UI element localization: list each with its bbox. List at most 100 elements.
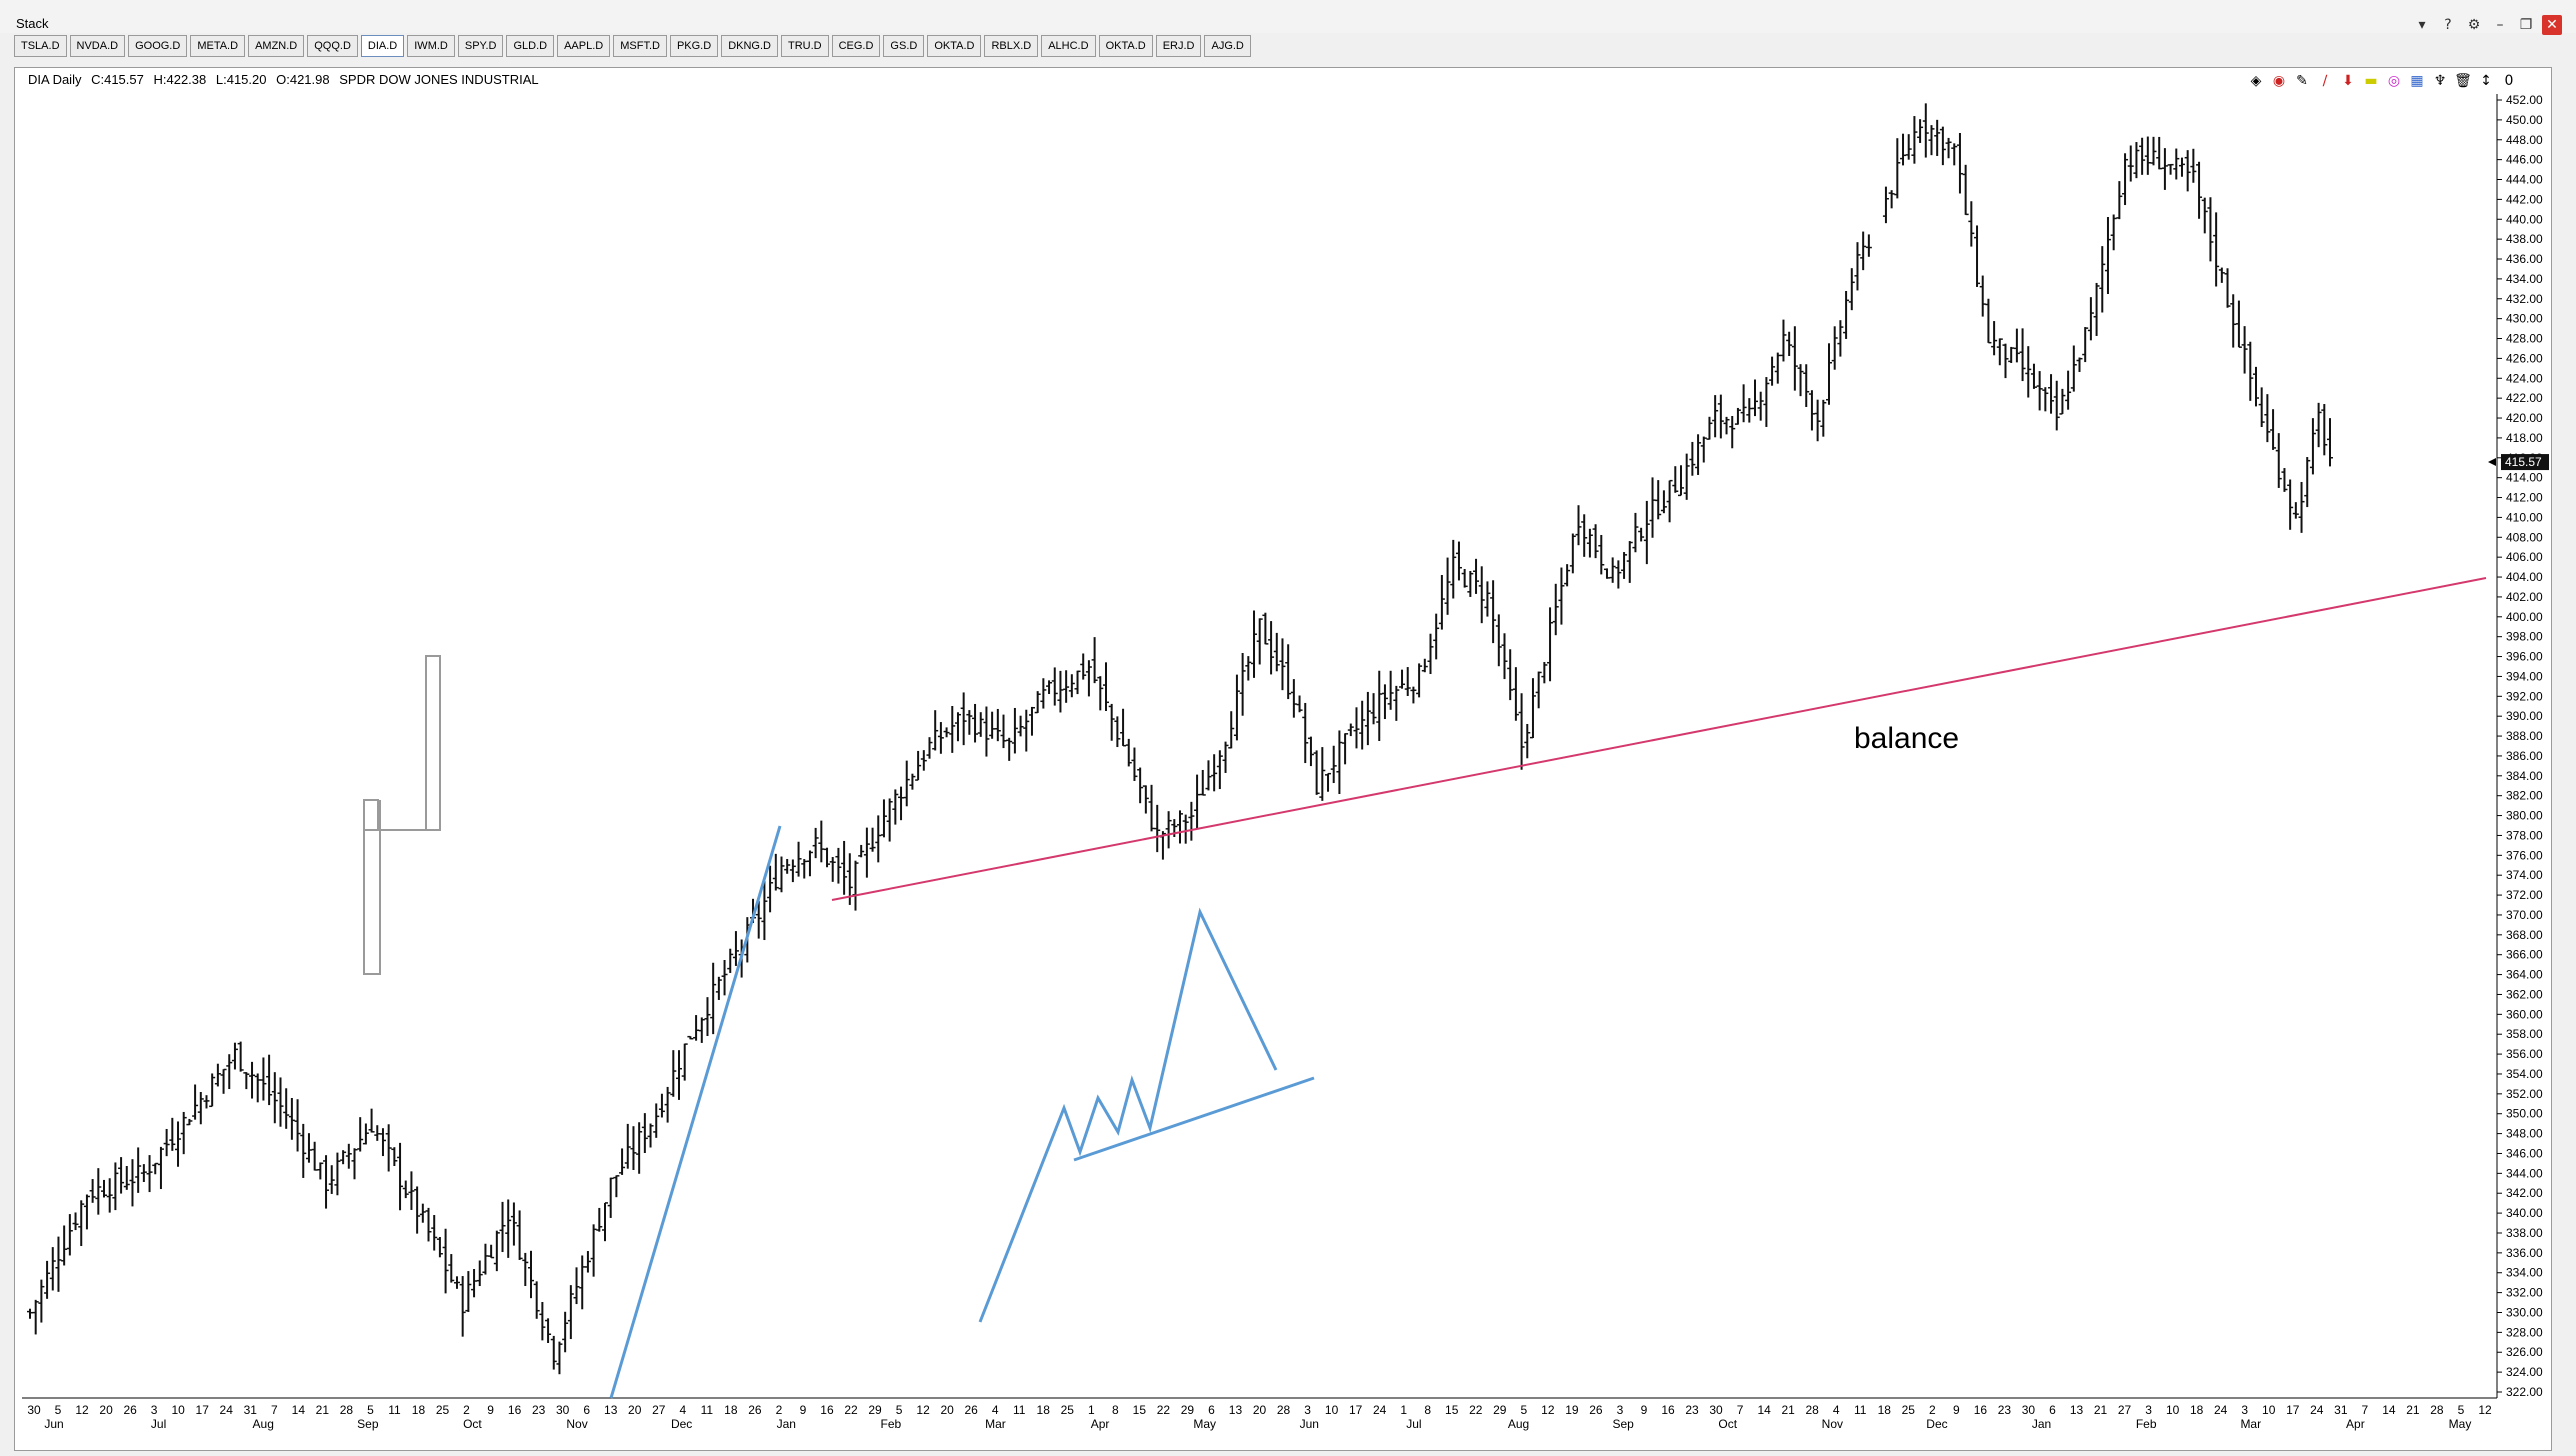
tab-amzn-d[interactable]: AMZN.D [248,35,305,57]
blue-pattern-sketch[interactable] [978,907,1278,1323]
window-title: Stack [16,16,49,31]
x-day-label: 9 [1953,1403,1960,1417]
tab-okta-d[interactable]: OKTA.D [1098,35,1153,57]
x-day-label: 26 [1589,1403,1603,1417]
tab-aapl-d[interactable]: AAPL.D [557,35,611,57]
fib-icon[interactable]: ∕ [2322,73,2328,89]
dropdown-icon[interactable]: ▾ [2418,17,2426,33]
tab-alhc-d[interactable]: ALHC.D [1041,35,1096,57]
x-day-label: 28 [340,1403,354,1417]
blue-impulse-line[interactable] [609,825,782,1399]
gray-box-drawing[interactable] [363,655,441,975]
x-day-label: 23 [1998,1403,2012,1417]
tab-gs-d[interactable]: GS.D [883,35,925,57]
trash-icon[interactable]: 🗑 [2454,73,2472,89]
tab-pkg-d[interactable]: PKG.D [669,35,719,57]
y-tick-label: 444.00 [2506,173,2543,187]
x-day-label: 21 [1781,1403,1795,1417]
x-day-label: 19 [1565,1403,1579,1417]
tab-erj-d[interactable]: ERJ.D [1155,35,1202,57]
x-day-label: 8 [1112,1403,1119,1417]
close-icon[interactable]: ✕ [2542,15,2562,35]
y-tick-label: 440.00 [2506,212,2543,226]
x-day-label: 17 [2286,1403,2300,1417]
x-day-label: 7 [271,1403,278,1417]
x-month-label: Aug [253,1417,274,1431]
cursor-icon[interactable]: ↕ [2480,73,2492,89]
y-tick-label: 408.00 [2506,530,2543,544]
x-day-label: 16 [1661,1403,1675,1417]
y-tick-label: 356.00 [2506,1047,2543,1061]
tab-ceg-d[interactable]: CEG.D [831,35,881,57]
x-day-label: 4 [1833,1403,1840,1417]
circle-icon[interactable]: ◉ [2272,73,2286,89]
x-day-label: 11 [701,1403,714,1417]
tab-meta-d[interactable]: META.D [190,35,246,57]
y-tick-label: 390.00 [2506,709,2543,723]
x-month-label: Nov [566,1417,587,1431]
support-trendline[interactable] [831,577,2487,901]
x-day-label: 22 [1469,1403,1483,1417]
instrument-name: SPDR DOW JONES INDUSTRIAL [339,72,539,87]
layers-icon[interactable]: ◈ [2250,73,2262,89]
tab-dkng-d[interactable]: DKNG.D [721,35,778,57]
arrow-down-icon[interactable]: ⬇ [2342,73,2354,89]
tab-tru-d[interactable]: TRU.D [780,35,829,57]
y-tick-label: 442.00 [2506,192,2543,206]
tab-ajg-d[interactable]: AJG.D [1204,35,1251,57]
x-day-label: 2 [776,1403,783,1417]
zero-icon[interactable]: 0 [2504,73,2514,89]
tab-tsla-d[interactable]: TSLA.D [14,35,67,57]
y-tick-label: 404.00 [2506,570,2543,584]
minimize-icon[interactable]: – [2496,17,2504,33]
blue-pattern-base[interactable] [1073,1076,1315,1162]
x-day-label: 7 [2362,1403,2369,1417]
tab-okta-d[interactable]: OKTA.D [927,35,982,57]
low-value: L:415.20 [215,72,267,87]
y-tick-label: 324.00 [2506,1365,2543,1379]
x-day-label: 18 [724,1403,738,1417]
balance-annotation[interactable]: balance [1854,722,1959,755]
tab-msft-d[interactable]: MSFT.D [613,35,667,57]
x-month-label: Dec [671,1417,692,1431]
x-day-label: 7 [1737,1403,1744,1417]
tab-dia-d[interactable]: DIA.D [360,35,405,57]
x-month-label: Jun [1300,1417,1319,1431]
tab-nvda-d[interactable]: NVDA.D [69,35,126,57]
y-tick-label: 342.00 [2506,1186,2543,1200]
pencil-icon[interactable]: ✎ [2296,73,2308,89]
y-tick-label: 370.00 [2506,908,2543,922]
tab-spy-d[interactable]: SPY.D [457,35,504,57]
grid-icon[interactable]: ▦ [2410,73,2424,89]
x-month-label: Oct [1718,1417,1737,1431]
tab-qqq-d[interactable]: QQQ.D [307,35,358,57]
tab-goog-d[interactable]: GOOG.D [128,35,188,57]
x-month-label: Jan [777,1417,796,1431]
tab-iwm-d[interactable]: IWM.D [407,35,455,57]
x-day-label: 20 [99,1403,113,1417]
x-day-label: 10 [171,1403,185,1417]
x-day-label: 13 [1229,1403,1243,1417]
restore-icon[interactable]: ❐ [2519,17,2533,33]
x-month-label: Apr [1091,1417,1110,1431]
y-tick-label: 372.00 [2506,888,2543,902]
x-day-label: 3 [151,1403,158,1417]
tab-rblx-d[interactable]: RBLX.D [984,35,1039,57]
settings-icon[interactable]: ⚙ [2467,17,2481,33]
target-icon[interactable]: ◎ [2387,73,2401,89]
tab-gld-d[interactable]: GLD.D [506,35,555,57]
y-tick-label: 384.00 [2506,769,2543,783]
x-month-label: Sep [1612,1417,1634,1431]
x-day-label: 11 [1854,1403,1867,1417]
x-day-label: 5 [55,1403,62,1417]
help-icon[interactable]: ? [2444,17,2452,33]
x-day-label: 30 [556,1403,570,1417]
rect-icon[interactable]: ▬ [2364,73,2378,89]
y-tick-label: 388.00 [2506,729,2543,743]
x-day-label: 11 [388,1403,401,1417]
y-tick-label: 412.00 [2506,491,2543,505]
tree-icon[interactable]: ♆ [2433,73,2447,89]
x-day-label: 6 [2049,1403,2056,1417]
x-day-label: 11 [1013,1403,1026,1417]
